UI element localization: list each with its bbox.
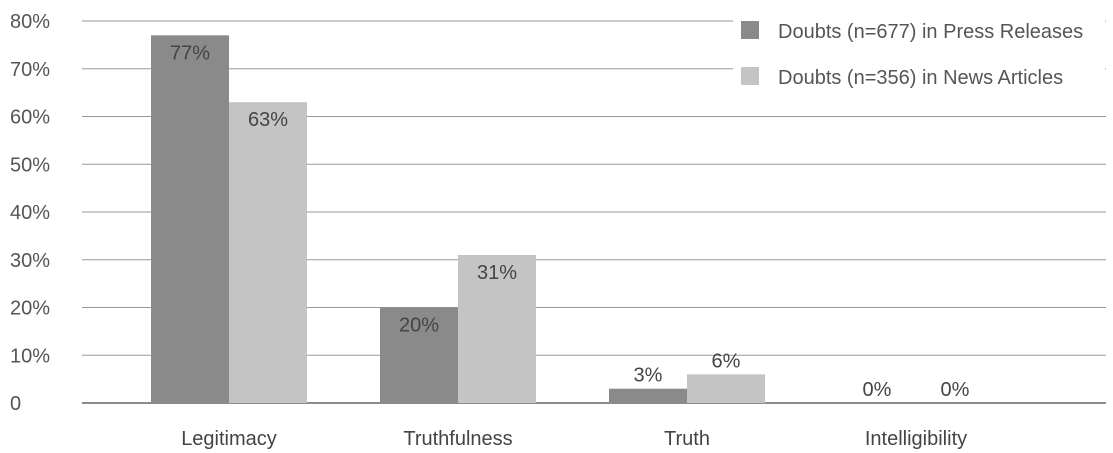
y-tick-label: 40% [10,202,50,224]
legend-swatch [741,21,759,39]
data-label: 3% [634,365,663,387]
data-label: 0% [863,379,892,401]
y-tick-label: 70% [10,59,50,81]
bar-news-articles-truthfulness [458,254,536,403]
x-axis-categories: Legitimacy Truthfulness Truth Intelligibili… [181,428,967,450]
y-tick-label: 0 [10,393,21,415]
bar-press-releases-truthfulness [380,307,458,403]
y-tick-label: 30% [10,250,50,272]
y-tick-label: 20% [10,298,50,320]
x-category-label: Legitimacy [181,428,277,450]
data-label: 0% [941,379,970,401]
legend: Doubts (n=677) in Press Releases Doubts (… [733,12,1105,110]
legend-background [733,12,1105,110]
y-tick-label: 50% [10,154,50,176]
data-label: 31% [477,262,517,284]
bar-news-articles-legitimacy [229,102,307,404]
x-category-label: Truthfulness [403,428,512,450]
bar-news-articles-truth [687,374,765,403]
y-tick-label: 80% [10,11,50,33]
y-tick-label: 60% [10,107,50,129]
data-label: 6% [712,350,741,372]
x-category-label: Truth [664,428,710,450]
data-labels: 77% 63% 20% 31% 3% 6% 0% 0% [170,42,970,401]
y-tick-label: 10% [10,345,50,367]
bars [151,35,765,404]
bar-press-releases-legitimacy [151,35,229,403]
bar-press-releases-truth [609,388,687,403]
data-label: 20% [399,315,439,337]
legend-label: Doubts (n=356) in News Articles [778,67,1063,89]
x-category-label: Intelligibility [865,428,967,450]
legend-label: Doubts (n=677) in Press Releases [778,21,1083,43]
legend-swatch [741,67,759,85]
y-axis-ticks: 0 10% 20% 30% 40% 50% 60% 70% 80% [10,11,50,415]
data-label: 63% [248,109,288,131]
data-label: 77% [170,42,210,64]
